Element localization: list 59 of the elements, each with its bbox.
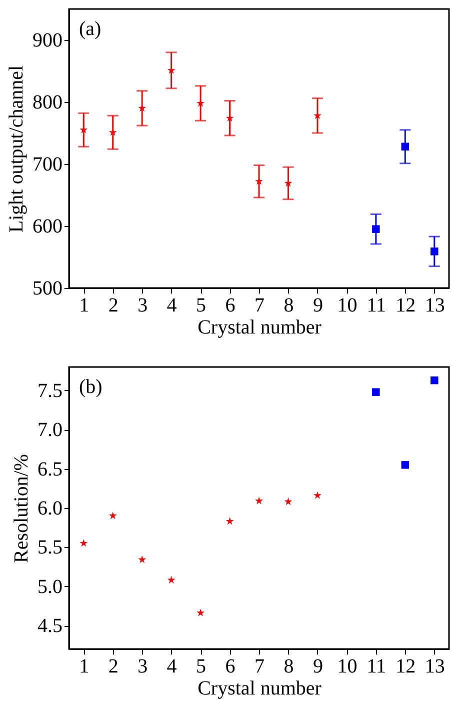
point [401,461,410,469]
x-tick-label: 2 [108,656,118,678]
y-tick-label: 600 [32,216,62,238]
x-tick-label: 9 [312,294,323,316]
y-tick-label: 7.5 [38,380,62,402]
point [372,225,380,233]
y-tick-label: 4.5 [38,615,62,637]
y-tick-label: 900 [32,30,62,52]
x-tick-label: 5 [196,294,206,316]
x-tick-label: 13 [424,294,445,316]
point [226,517,234,525]
y-tick-label: 500 [32,278,62,300]
annotation: (a) [79,18,102,40]
x-tick-label: 9 [312,656,323,678]
y-tick-label: 5.5 [38,536,62,559]
x-tick-label: 8 [284,656,294,678]
x-tick-label: 2 [108,294,118,316]
y-tick-label: 6.5 [38,458,62,480]
y-axis-title: Light output/channel [6,64,28,233]
x-tick-label: 12 [396,294,416,316]
x-tick-label: 3 [138,294,148,316]
x-tick-label: 4 [166,656,177,678]
x-tick-label: 7 [254,656,264,678]
x-tick-label: 12 [396,656,416,678]
x-tick-label: 13 [424,656,445,678]
x-tick-label: 5 [196,656,206,678]
point [401,142,410,151]
x-tick-label: 11 [366,294,386,316]
point [372,388,380,396]
x-tick-label: 1 [79,294,90,316]
x-tick-label: 4 [166,294,177,316]
point [255,496,263,504]
point [430,376,438,384]
y-axis-title: Resolution/% [10,454,32,563]
point [167,576,176,584]
y-tick-label: 5.0 [38,576,62,598]
x-tick-label: 1 [79,656,90,678]
point [108,512,117,520]
x-tick-label: 10 [337,656,358,678]
x-axis-title: Crystal number [198,678,322,700]
y-tick-label: 700 [32,154,62,176]
y-tick-label: 7.0 [38,419,62,442]
x-tick-label: 6 [225,294,236,316]
point [284,498,292,506]
x-tick-label: 8 [284,294,294,316]
x-tick-label: 6 [225,656,236,678]
x-tick-label: 10 [337,294,358,316]
x-tick-label: 7 [254,294,264,316]
point [80,539,88,547]
annotation: (b) [79,376,102,398]
point [196,608,205,616]
point [138,556,146,564]
x-tick-label: 11 [366,656,386,678]
point [313,491,322,499]
y-tick-label: 800 [32,92,62,114]
x-axis-title: Crystal number [198,316,322,338]
x-tick-label: 3 [138,656,148,678]
point [430,248,438,256]
y-tick-label: 6.0 [38,498,62,520]
